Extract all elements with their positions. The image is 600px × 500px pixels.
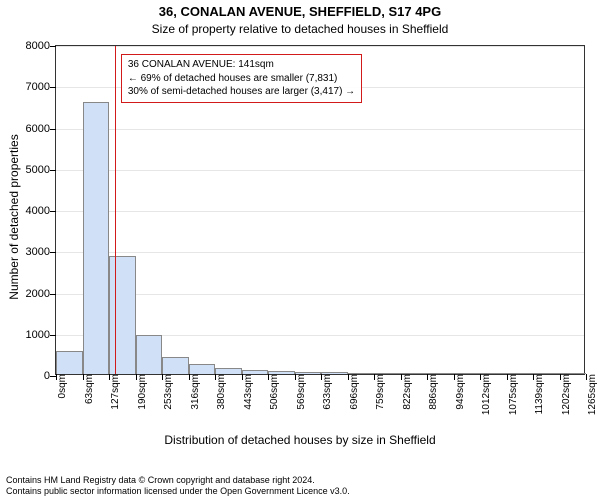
xtick-label: 1202sqm xyxy=(561,374,572,415)
grid-line xyxy=(56,170,584,171)
xtick-label: 1139sqm xyxy=(534,374,545,414)
xtick-label: 443sqm xyxy=(243,374,254,410)
xtick-label: 506sqm xyxy=(269,374,280,410)
histogram-bar xyxy=(189,364,216,374)
xtick-label: 0sqm xyxy=(57,374,68,398)
histogram-bar xyxy=(136,335,163,374)
annotation-line-1: 36 CONALAN AVENUE: 141sqm xyxy=(128,58,355,72)
grid-line xyxy=(56,129,584,130)
ytick-label: 0 xyxy=(44,370,56,382)
xtick-label: 1265sqm xyxy=(587,374,598,415)
ytick-label: 6000 xyxy=(26,123,56,135)
ytick-label: 4000 xyxy=(26,205,56,217)
grid-line xyxy=(56,252,584,253)
xtick-label: 380sqm xyxy=(216,374,227,410)
footer-line-1: Contains HM Land Registry data © Crown c… xyxy=(6,475,594,486)
ytick-label: 8000 xyxy=(26,40,56,52)
footer-attribution: Contains HM Land Registry data © Crown c… xyxy=(6,475,594,498)
xtick-label: 633sqm xyxy=(322,374,333,410)
chart-title: 36, CONALAN AVENUE, SHEFFIELD, S17 4PG xyxy=(0,4,600,19)
ytick-label: 1000 xyxy=(26,329,56,341)
xtick-label: 696sqm xyxy=(349,374,360,410)
xtick-label: 127sqm xyxy=(110,374,121,410)
y-axis-label: Number of detached properties xyxy=(7,134,21,299)
xtick-label: 190sqm xyxy=(137,374,148,410)
histogram-bar xyxy=(56,351,83,374)
annotation-box: 36 CONALAN AVENUE: 141sqm ← 69% of detac… xyxy=(121,54,362,103)
annotation-line-3: 30% of semi-detached houses are larger (… xyxy=(128,85,355,99)
chart-container: 36, CONALAN AVENUE, SHEFFIELD, S17 4PG S… xyxy=(0,0,600,500)
ytick-label: 7000 xyxy=(26,81,56,93)
x-axis-label: Distribution of detached houses by size … xyxy=(0,433,600,447)
grid-line xyxy=(56,211,584,212)
annotation-line-2: ← 69% of detached houses are smaller (7,… xyxy=(128,72,355,86)
histogram-bar xyxy=(109,256,136,374)
xtick-label: 316sqm xyxy=(190,374,201,410)
xtick-label: 569sqm xyxy=(296,374,307,410)
histogram-bar xyxy=(83,102,110,374)
xtick-label: 886sqm xyxy=(428,374,439,410)
xtick-label: 1012sqm xyxy=(481,374,492,415)
xtick-label: 63sqm xyxy=(84,374,95,404)
xtick-label: 949sqm xyxy=(455,374,466,410)
property-marker-line xyxy=(115,46,116,374)
ytick-label: 5000 xyxy=(26,164,56,176)
footer-line-2: Contains public sector information licen… xyxy=(6,486,594,497)
ytick-label: 3000 xyxy=(26,246,56,258)
grid-line xyxy=(56,46,584,47)
xtick-label: 759sqm xyxy=(375,374,386,410)
chart-subtitle: Size of property relative to detached ho… xyxy=(0,22,600,36)
ytick-label: 2000 xyxy=(26,288,56,300)
plot-area: 0100020003000400050006000700080000sqm63s… xyxy=(55,45,585,375)
xtick-label: 253sqm xyxy=(163,374,174,410)
histogram-bar xyxy=(162,357,189,374)
xtick-label: 1075sqm xyxy=(508,374,519,415)
xtick-label: 822sqm xyxy=(402,374,413,410)
